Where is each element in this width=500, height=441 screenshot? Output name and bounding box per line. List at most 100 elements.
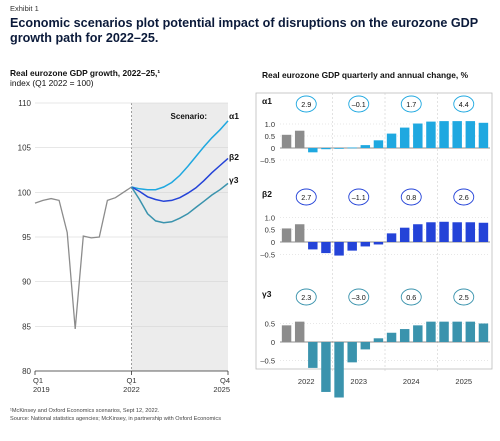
annual-change-badge: [400, 95, 422, 113]
quarterly-bar: [294, 224, 305, 242]
quarterly-bar: [439, 221, 449, 242]
quarterly-bar: [334, 148, 344, 149]
scenario-legend-label: Scenario:: [171, 112, 207, 121]
bar-y-tick-label: 0: [271, 338, 275, 347]
quarterly-bar: [386, 332, 397, 342]
x-tick-label: 2022: [123, 385, 140, 394]
annual-change-badge: [400, 188, 422, 206]
annual-change-value: 0.6: [406, 293, 416, 302]
x-tick-label: Q1: [33, 376, 43, 385]
quarterly-bar: [399, 329, 410, 342]
quarterly-bar: [294, 321, 305, 342]
y-tick-label: 90: [22, 278, 31, 287]
y-tick-label: 100: [18, 188, 32, 197]
quarterly-bar: [452, 321, 462, 342]
panel-label-g3: γ3: [262, 289, 272, 299]
quarterly-bar: [334, 242, 344, 256]
bar-panels-frame: [255, 92, 493, 370]
x-tick-label: Q4: [220, 376, 230, 385]
quarterly-bar: [478, 222, 489, 242]
quarterly-bar: [413, 325, 423, 342]
annual-change-value: 4.4: [459, 100, 469, 109]
panel-label-a1: α1: [262, 96, 272, 106]
quarterly-bar: [334, 342, 344, 398]
quarterly-bar: [465, 121, 476, 148]
quarterly-bar: [399, 227, 410, 242]
annual-change-value: 2.7: [301, 193, 311, 202]
series-line-b2: [131, 157, 229, 203]
bar-y-tick-label: –0.5: [260, 250, 275, 259]
quarterly-bar: [478, 122, 489, 148]
quarterly-bar: [308, 148, 318, 153]
y-tick-label: 95: [22, 233, 31, 242]
right-chart-title: Real eurozone GDP quarterly and annual c…: [262, 70, 469, 80]
quarterly-bar: [386, 233, 397, 242]
x-tick-label: Q1: [126, 376, 136, 385]
quarterly-bar: [465, 321, 476, 342]
bar-y-tick-label: 0.5: [265, 132, 275, 141]
y-tick-label: 80: [22, 367, 31, 376]
x-tick-label: 2025: [213, 385, 230, 394]
annual-change-badge: [295, 188, 317, 206]
left-chart-subtitle: index (Q1 2022 = 100): [10, 78, 94, 88]
quarterly-bar: [360, 145, 371, 148]
quarterly-bar: [452, 121, 462, 148]
quarterly-bar: [439, 121, 449, 148]
year-label: 2023: [350, 377, 367, 386]
y-tick-label: 85: [22, 322, 31, 331]
annual-change-badge: [295, 288, 317, 306]
quarterly-bar: [413, 224, 423, 242]
left-chart-title: Real eurozone GDP growth, 2022–25,¹: [10, 68, 161, 78]
annual-change-value: 2.9: [301, 100, 311, 109]
annual-change-badge: [348, 188, 370, 206]
y-tick-label: 110: [18, 99, 31, 108]
annual-change-value: –1.1: [352, 193, 366, 202]
annual-change-value: 1.7: [406, 100, 416, 109]
quarterly-bar: [321, 342, 331, 392]
x-tick-label: 2019: [33, 385, 50, 394]
year-label: 2022: [298, 377, 315, 386]
quarterly-bar: [281, 134, 292, 148]
annual-change-badge: [453, 188, 475, 206]
quarterly-bar: [321, 242, 331, 254]
bar-y-tick-label: 0.5: [265, 226, 275, 235]
panel-label-b2: β2: [262, 189, 272, 199]
quarterly-bar: [426, 321, 436, 342]
quarterly-bar: [308, 342, 318, 368]
quarterly-bar: [478, 323, 489, 342]
quarterly-bar: [360, 342, 371, 350]
quarterly-bar: [399, 127, 410, 148]
quarterly-bar: [439, 321, 449, 342]
annual-change-badge: [400, 288, 422, 306]
source-note: Source: National statistics agencies; Mc…: [10, 416, 221, 422]
year-label: 2024: [403, 377, 420, 386]
annual-change-value: 2.5: [459, 293, 469, 302]
annual-change-value: 2.3: [301, 293, 311, 302]
bar-y-tick-label: 1.0: [265, 213, 275, 222]
series-line-a1: [131, 120, 229, 191]
annual-change-badge: [453, 95, 475, 113]
quarterly-bar: [347, 147, 357, 149]
quarterly-bar: [308, 242, 318, 250]
y-tick-label: 105: [18, 144, 32, 153]
annual-change-value: –3.0: [352, 293, 366, 302]
quarterly-bar: [426, 222, 436, 242]
series-label-b2: β2: [229, 152, 239, 162]
quarterly-bar: [465, 222, 476, 242]
quarterly-bar: [321, 148, 331, 150]
quarterly-bar: [347, 242, 357, 251]
annual-change-badge: [453, 288, 475, 306]
series-label-a1: α1: [229, 111, 239, 121]
quarterly-bar: [347, 342, 357, 363]
series-line-history: [34, 186, 132, 330]
annual-change-value: 2.6: [459, 193, 469, 202]
bar-y-tick-label: 0.5: [265, 320, 275, 329]
series-line-g3: [130, 182, 229, 224]
quarterly-bar: [281, 228, 292, 242]
page-title: Economic scenarios plot potential impact…: [10, 16, 478, 45]
quarterly-bar: [373, 242, 384, 245]
exhibit-label: Exhibit 1: [10, 4, 39, 13]
left-chart-titles: Real eurozone GDP growth, 2022–25,¹ inde…: [10, 68, 240, 88]
bar-y-tick-label: 0: [271, 144, 275, 153]
